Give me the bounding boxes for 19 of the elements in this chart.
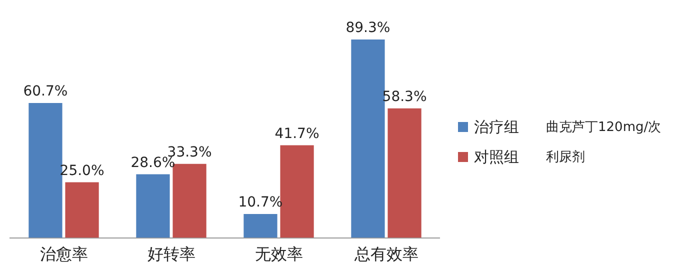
bar (244, 214, 278, 238)
data-label: 60.7% (23, 84, 68, 100)
bar (136, 174, 170, 238)
bar (172, 164, 206, 238)
bar (351, 40, 385, 238)
bar (388, 108, 422, 238)
legend-label: 治疗组 (474, 118, 520, 136)
x-tick-label: 治愈率 (40, 244, 88, 264)
text: 曲克芦丁120mg/次 (546, 119, 662, 136)
bar (28, 103, 62, 238)
text: 利尿剂 (546, 149, 585, 166)
x-tick-label: 无效率 (254, 244, 303, 264)
legend-label: 对照组 (474, 148, 520, 166)
data-label: 41.7% (274, 126, 320, 142)
bar (65, 182, 99, 238)
bar (280, 145, 314, 238)
x-tick-label: 总有效率 (353, 244, 418, 264)
x-tick-label: 好转率 (147, 244, 196, 264)
data-label: 89.3% (346, 20, 390, 36)
